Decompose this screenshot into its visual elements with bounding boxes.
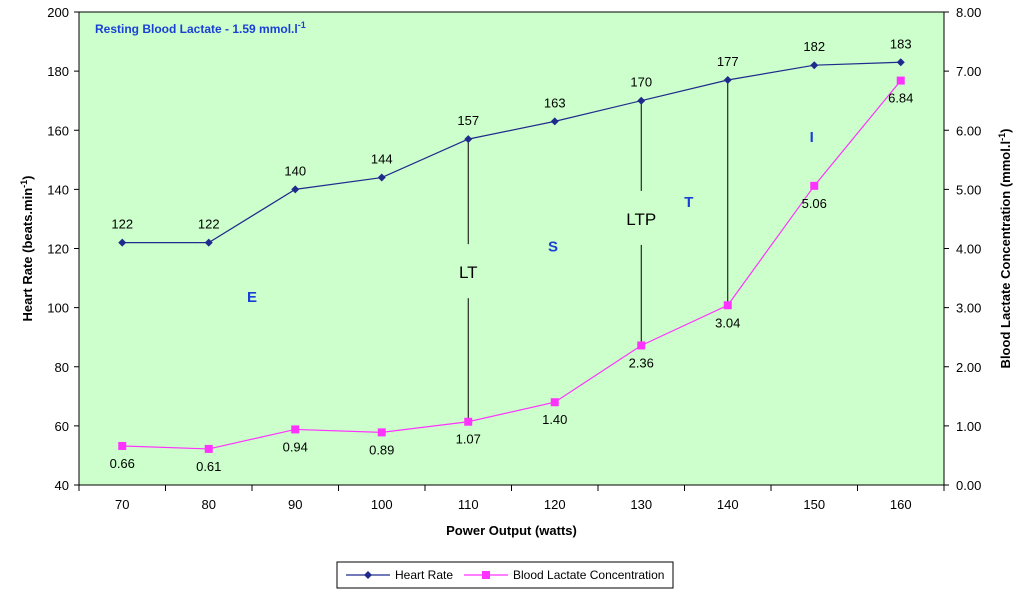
blood-lactate-point [204,444,213,453]
blood-lactate-point [464,417,473,426]
legend-lactate-label: Blood Lactate Concentration [513,568,664,582]
blood-lactate-data-label: 1.07 [456,432,481,447]
y-tick-label-right: 0.00 [956,478,981,493]
x-tick-label: 160 [890,497,912,512]
y-tick-label-left: 40 [55,478,69,493]
x-tick-label: 130 [630,497,652,512]
x-tick-label: 120 [544,497,566,512]
y-tick-label-left: 200 [47,5,69,20]
y-tick-label-left: 140 [47,182,69,197]
legend-heart-rate-marker [364,571,372,579]
y-tick-label-right: 1.00 [956,419,981,434]
heart-rate-point [896,58,905,67]
blood-lactate-point [291,425,300,434]
heart-rate-data-label: 122 [198,217,220,232]
blood-lactate-data-label: 0.94 [283,439,308,454]
series-layer [118,58,905,453]
y-tick-label-right: 5.00 [956,182,981,197]
heart-rate-point [550,117,559,126]
zone-label-s: S [548,239,558,256]
heart-rate-point [723,75,732,84]
heart-rate-point [118,238,127,247]
blood-lactate-data-label: 2.36 [629,355,654,370]
heart-rate-data-label: 177 [717,54,739,69]
heart-rate-line [122,61,901,244]
heart-rate-data-label: 163 [544,95,566,110]
y-tick-label-right: 7.00 [956,64,981,79]
y-tick-label-left: 100 [47,301,69,316]
y-axis-title-left: Heart Rate (beats.min-1) [19,175,35,321]
heart-rate-point [291,185,300,194]
legend-lactate-marker [482,571,490,579]
legend-heart-rate-label: Heart Rate [395,568,453,582]
x-tick-label: 80 [202,497,216,512]
y-tick-label-right: 4.00 [956,242,981,257]
resting-lactate-note: Resting Blood Lactate - 1.59 mmol.l-1 [95,20,306,36]
x-tick-label: 90 [288,497,302,512]
blood-lactate-line [122,80,902,450]
heart-rate-data-label: 182 [803,39,825,54]
blood-lactate-data-label: 0.89 [369,442,394,457]
y-tick-label-left: 60 [55,419,69,434]
y-tick-label-right: 3.00 [956,301,981,316]
legend: Heart Rate Blood Lactate Concentration [336,561,674,589]
blood-lactate-point [637,341,646,350]
heart-rate-data-label: 144 [371,152,393,167]
heart-rate-point [204,238,213,247]
labels-layer: 122 122 140 144 157 163 170 177 182 183 0.66 0.61 0.… [110,36,914,474]
heart-rate-point [377,173,386,182]
heart-rate-data-label: 170 [630,75,652,90]
blood-lactate-point [810,181,819,190]
y-tick-label-right: 8.00 [956,5,981,20]
blood-lactate-data-label: 5.06 [802,196,827,211]
heart-rate-point [637,96,646,105]
heart-rate-data-label: 122 [111,217,133,232]
x-tick-label: 100 [371,497,393,512]
x-tick-label: 110 [458,497,479,512]
y-tick-label-left: 180 [47,64,69,79]
y-tick-label-right: 6.00 [956,123,981,138]
zone-label-ltp: LTP [626,210,656,229]
blood-lactate-data-label: 0.66 [110,456,135,471]
axes-layer: 40 60 80 100 120 140 160 180 200 0.00 1.00 2.00 3.00… [47,5,981,512]
heart-rate-point [464,135,473,144]
y-tick-label-left: 80 [55,360,69,375]
blood-lactate-point [896,76,905,85]
blood-lactate-point [118,441,127,450]
blood-lactate-data-label: 0.61 [196,459,221,474]
blood-lactate-data-label: 6.84 [888,91,913,106]
heart-rate-point [810,61,819,70]
blood-lactate-point [550,398,559,407]
heart-rate-data-label: 140 [284,163,306,178]
blood-lactate-point [377,428,386,437]
blood-lactate-data-label: 3.04 [715,315,740,330]
zone-label-i: I [810,129,814,146]
x-tick-label: 140 [717,497,739,512]
heart-rate-data-label: 157 [457,113,479,128]
y-tick-label-left: 120 [47,242,69,257]
zone-label-t: T [684,194,693,211]
x-tick-label: 150 [803,497,825,512]
zone-label-e: E [247,289,257,306]
zone-label-lt: LT [459,263,478,282]
x-tick-label: 70 [115,497,129,512]
blood-lactate-data-label: 1.40 [542,412,567,427]
blood-lactate-point [723,301,732,310]
x-axis-title: Power Output (watts) [446,523,577,538]
y-tick-label-right: 2.00 [956,360,981,375]
note-superscript: -1 [298,20,306,30]
heart-rate-data-label: 183 [890,36,912,51]
y-axis-title-right: Blood Lactate Concentration (mmol.l-1) [997,129,1013,369]
y-tick-label-left: 160 [47,123,69,138]
plot-area [78,11,945,486]
threshold-lines [467,79,729,422]
